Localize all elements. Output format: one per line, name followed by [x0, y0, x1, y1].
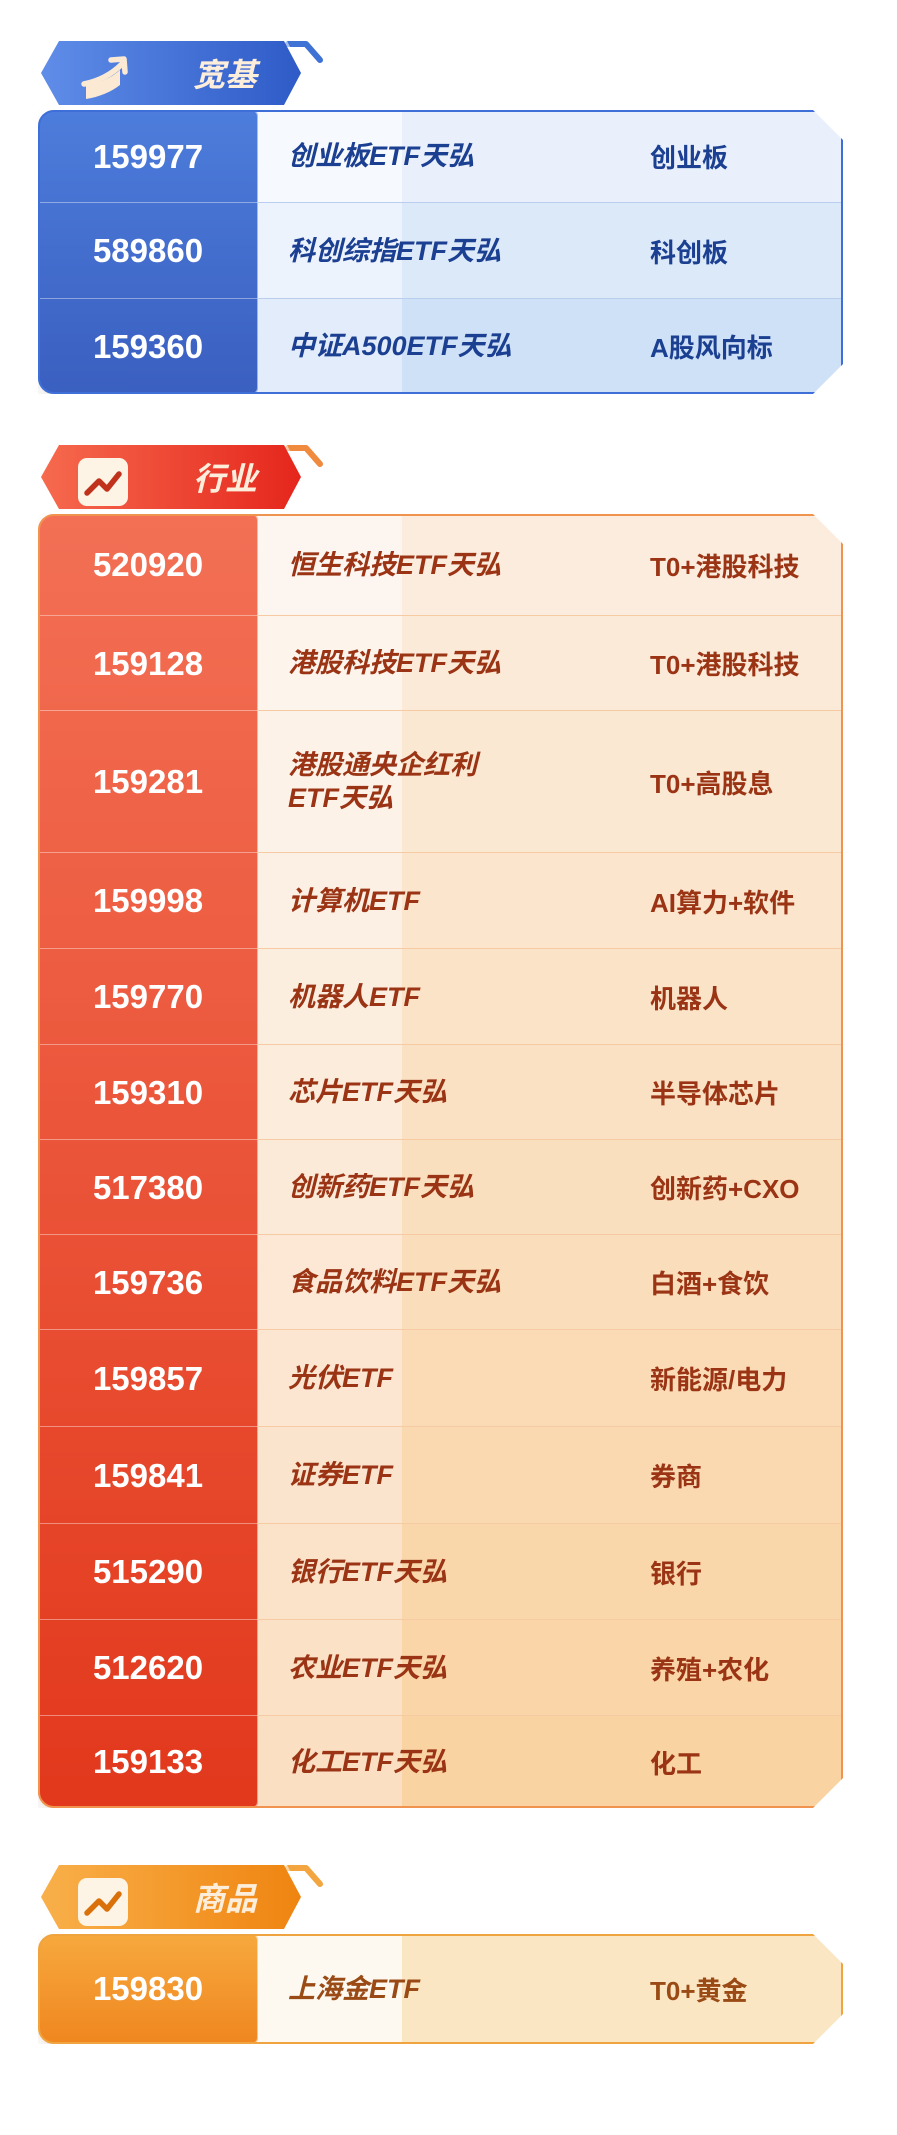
svg-text:商品: 商品 — [193, 1881, 258, 1917]
svg-text:宽基: 宽基 — [193, 57, 261, 93]
svg-text:行业: 行业 — [193, 461, 260, 497]
